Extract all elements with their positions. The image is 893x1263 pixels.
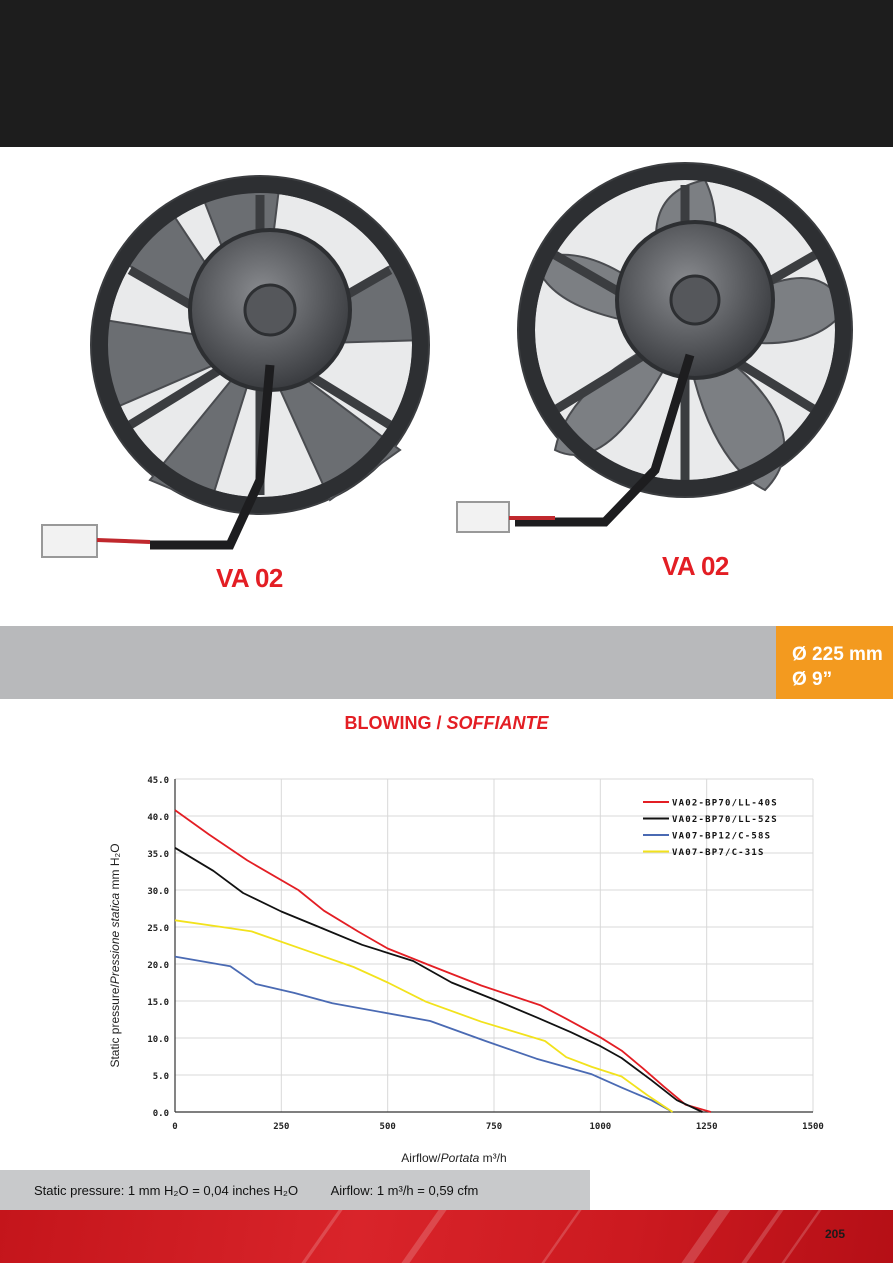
x-tick-label: 0 [172,1122,177,1132]
series-line [174,919,674,1113]
y-tick-label: 30.0 [147,887,169,897]
legend-label: VA02-BP70/LL-40S [672,799,778,809]
section-title: BLOWING / SOFFIANTE [0,713,893,734]
x-axis-label: Airflow/Portata m³/h [401,1151,506,1165]
x-tick-label: 1000 [589,1122,611,1132]
y-axis-label: Static pressure/Pressione statica mm H₂O [108,843,122,1067]
series-line [174,809,712,1113]
model-label-right: VA 02 [662,551,729,581]
fan-image-right [456,162,853,533]
y-tick-label: 15.0 [147,998,169,1008]
series-line [174,955,674,1113]
y-tick-label: 10.0 [147,1035,169,1045]
size-inch: Ø 9” [792,669,833,690]
size-mm: Ø 225 mm [792,644,883,665]
y-tick-label: 20.0 [147,961,169,971]
performance-chart: 0.0 5.0 10.0 15.0 20.0 25.0 30.0 35.0 40.0 45.0 0 2… [108,776,824,1165]
section-band [0,626,776,699]
conversion-band: Static pressure: 1 mm H₂O = 0,04 inches … [0,1170,590,1210]
airflow-conversion: Airflow: 1 m³/h = 0,59 cfm [330,1183,479,1198]
size-badge: Ø 225 mm Ø 9” [776,626,893,699]
footer-strip [0,1210,893,1263]
x-tick-label: 500 [380,1122,396,1132]
x-tick-label: 1250 [696,1122,718,1132]
section-title-main: BLOWING / [344,713,447,733]
y-tick-label: 40.0 [147,813,169,823]
header-bar [0,0,893,147]
x-tick-label: 1500 [802,1122,824,1132]
legend-label: VA07-BP12/C-58S [672,832,771,842]
x-tick-label: 750 [486,1122,502,1132]
page-number: 205 [824,1227,845,1241]
pressure-conversion: Static pressure: 1 mm H₂O = 0,04 inches … [34,1183,299,1198]
x-tick-label: 250 [273,1122,289,1132]
y-tick-label: 25.0 [147,924,169,934]
y-tick-label: 0.0 [153,1109,169,1119]
series-line [174,847,703,1113]
y-tick-label: 45.0 [147,776,169,786]
y-tick-label: 35.0 [147,850,169,860]
y-tick-label: 5.0 [153,1072,169,1082]
legend-label: VA02-BP70/LL-52S [672,815,778,825]
model-label-left: VA 02 [216,563,283,593]
section-title-italic: SOFFIANTE [446,713,549,733]
legend-label: VA07-BP7/C-31S [672,848,765,858]
fan-image-left [41,175,430,558]
